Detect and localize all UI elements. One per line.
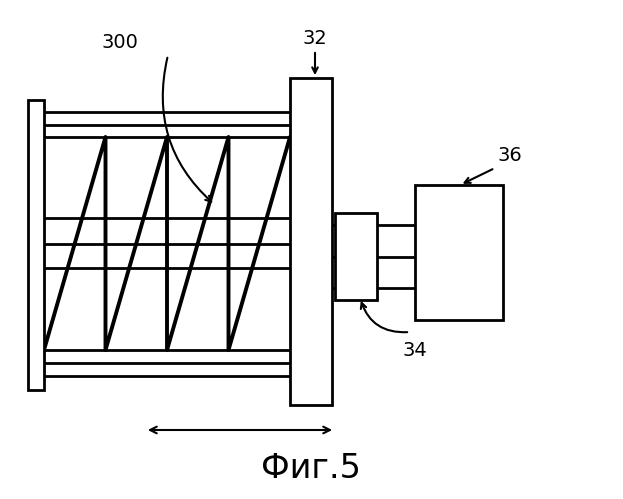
Bar xyxy=(28,100,44,390)
Bar xyxy=(335,213,377,300)
Text: 32: 32 xyxy=(303,28,327,47)
Text: 300: 300 xyxy=(102,32,138,51)
Text: 34: 34 xyxy=(402,340,427,359)
Bar xyxy=(290,78,332,405)
Text: 36: 36 xyxy=(498,146,522,165)
Text: Фиг.5: Фиг.5 xyxy=(261,452,361,485)
Bar xyxy=(415,185,503,320)
